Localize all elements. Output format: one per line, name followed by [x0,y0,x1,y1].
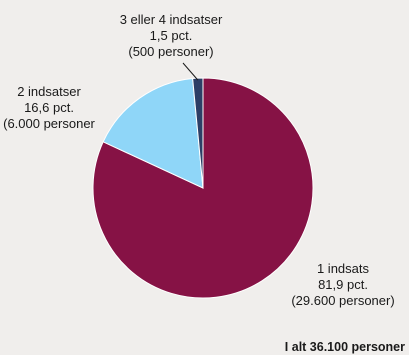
slice-3-percent: 1,5 pct. [150,28,193,43]
slice-2-label-group: 2 indsatser 16,6 pct. (6.000 personer [3,84,95,131]
slice-3-label-group: 3 eller 4 indsatser 1,5 pct. (500 person… [120,12,223,59]
slice-3-name: 3 eller 4 indsatser [120,12,223,27]
pie-slice-2 [102,77,204,189]
slice-1-percent: 81,9 pct. [318,277,368,292]
slice-2-name: 2 indsatser [17,84,81,99]
total-label: I alt 36.100 personer [285,340,405,354]
pie-slice-3 [192,77,204,189]
slice-2-percent: 16,6 pct. [24,100,74,115]
slice-1-label-group: 1 indsats 81,9 pct. (29.600 personer) [291,261,394,308]
slice-2-count: (6.000 personer [3,116,95,131]
slice-3-leader-line [182,62,199,81]
pie-slices [92,77,314,299]
slice-1-count: (29.600 personer) [291,293,394,308]
slice-3-count: (500 personer) [128,44,213,59]
slice-1-name: 1 indsats [317,261,370,276]
